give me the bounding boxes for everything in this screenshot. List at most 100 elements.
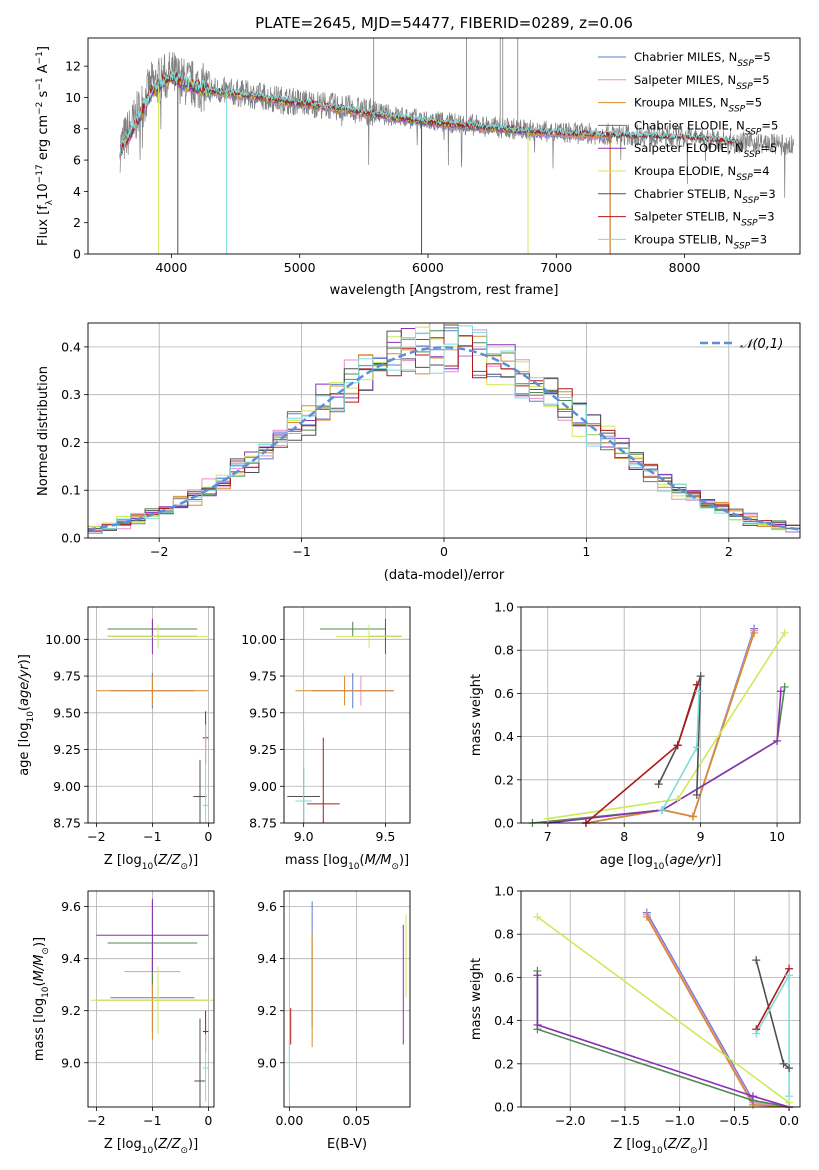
- weight-marker: [748, 1092, 757, 1101]
- x-tick-label: 8: [620, 829, 628, 844]
- weight-marker: [642, 912, 651, 921]
- weight-marker: [533, 971, 542, 980]
- x-tick-label: 0: [204, 1113, 212, 1128]
- weight-line: [755, 972, 790, 1097]
- y-tick-label: 9.2: [61, 1003, 81, 1018]
- legend-label: Kroupa ELODIE, NSSP=4: [634, 164, 770, 183]
- legend-label: Kroupa STELIB, NSSP=3: [634, 232, 767, 251]
- y-axis-label: mass weight: [469, 958, 484, 1040]
- x-tick-label: 0.00: [275, 1113, 303, 1128]
- plot-area: [96, 618, 209, 823]
- weight-marker: [695, 687, 704, 696]
- axes-frame: [283, 606, 411, 824]
- weight-marker: [654, 780, 663, 789]
- legend-label: Chabrier MILES, NSSP=5: [634, 50, 771, 69]
- weight-marker: [780, 682, 789, 691]
- y-tick-label: 8.75: [249, 816, 277, 831]
- legend-label: 𝒩(0,1): [740, 337, 783, 352]
- y-tick-label: 0.4: [61, 339, 81, 354]
- weight-line: [585, 630, 755, 823]
- weight-line: [536, 916, 790, 1104]
- weight-marker: [750, 628, 759, 637]
- x-tick-label: −1.5: [610, 1113, 640, 1128]
- y-tick-label: 4: [73, 184, 81, 199]
- panel-mass-vs-z: −2 −1 0 9.0 9.2 9.4 9.6 Z [log10(Z/Z⊙)] mass [lo…: [32, 890, 215, 1156]
- y-axis-label: mass [log10(M/M⊙)]: [32, 937, 51, 1061]
- y-tick-label: 9.75: [249, 669, 277, 684]
- x-tick-label: 6000: [412, 260, 444, 275]
- weight-marker: [752, 956, 761, 965]
- weight-marker: [533, 1020, 542, 1029]
- y-tick-label: 9.50: [249, 705, 277, 720]
- y-tick-label: 0.4: [494, 1013, 514, 1028]
- weight-line: [755, 968, 790, 1030]
- legend-label: Chabrier STELIB, NSSP=3: [634, 187, 776, 206]
- weight-line: [661, 691, 700, 811]
- x-axis-label: Z [log10(Z/Z⊙)]: [613, 1137, 707, 1156]
- weight-marker: [692, 743, 701, 752]
- legend-label: Chabrier ELODIE, NSSP=5: [634, 118, 778, 137]
- weight-marker: [692, 790, 701, 799]
- y-tick-label: 2: [73, 215, 81, 230]
- weight-line: [585, 684, 698, 823]
- y-tick-label: 9.00: [53, 779, 81, 794]
- x-tick-label: 7000: [540, 260, 572, 275]
- y-axis-label: Normed distribution: [36, 366, 51, 496]
- weight-marker: [696, 672, 705, 681]
- y-tick-label: 0.1: [61, 483, 81, 498]
- plot-area: [88, 323, 800, 534]
- weight-marker: [688, 812, 697, 821]
- weight-line: [536, 970, 790, 1107]
- y-tick-label: 9.00: [249, 779, 277, 794]
- x-tick-label: 4000: [155, 260, 187, 275]
- x-tick-label: 9.5: [376, 829, 396, 844]
- y-tick-label: 6: [73, 153, 81, 168]
- weight-marker: [779, 1059, 788, 1068]
- y-tick-label: 9.6: [61, 899, 81, 914]
- axes-frame: [520, 606, 801, 824]
- x-tick-label: −2: [87, 829, 105, 844]
- y-tick-label: 9.50: [53, 705, 81, 720]
- y-tick-label: 0.6: [494, 970, 514, 985]
- x-tick-label: 0.05: [342, 1113, 370, 1128]
- plot-area: [119, 38, 794, 254]
- y-tick-label: 0.8: [494, 927, 514, 942]
- y-tick-label: 10: [65, 90, 81, 105]
- x-tick-label: 0: [440, 544, 448, 559]
- x-tick-label: 1: [582, 544, 590, 559]
- weight-marker: [673, 741, 682, 750]
- x-tick-label: 0: [204, 829, 212, 844]
- axes-frame: [87, 606, 215, 824]
- legend-label: Salpeter ELODIE, NSSP=5: [634, 141, 777, 160]
- legend-label: Kroupa MILES, NSSP=5: [634, 96, 762, 115]
- y-tick-label: 0.0: [494, 1100, 514, 1115]
- panel-mass-vs-ebv: 0.00 0.05 9.0 9.2 9.4 9.6 E(B-V): [257, 890, 411, 1152]
- weight-marker: [773, 736, 782, 745]
- y-tick-label: 8.75: [53, 816, 81, 831]
- weight-line: [536, 975, 790, 1107]
- x-tick-label: 9.0: [294, 829, 314, 844]
- weight-marker: [785, 971, 794, 980]
- weight-marker: [658, 806, 667, 815]
- y-tick-label: 10.00: [241, 632, 277, 647]
- y-tick-label: 0.2: [494, 1056, 514, 1071]
- axes-frame: [87, 37, 801, 255]
- x-tick-label: 5000: [284, 260, 316, 275]
- y-axis-label: Flux [fλ10−17 erg cm−2 s−1 A−1]: [35, 46, 55, 246]
- plot-area: [287, 618, 402, 823]
- weight-marker: [543, 814, 552, 823]
- weight-marker: [785, 1064, 794, 1073]
- x-tick-label: −1: [143, 829, 161, 844]
- weight-marker: [533, 912, 542, 921]
- weight-line: [585, 628, 755, 823]
- x-tick-label: −2: [87, 1113, 105, 1128]
- x-axis-label: mass [log10(M/M⊙)]: [285, 853, 409, 872]
- y-tick-label: 10.00: [45, 632, 81, 647]
- x-tick-label: −2: [150, 544, 168, 559]
- panel-residual-histogram: −2 −1 0 1 2 0.0 0.1 0.2 0.3 0.4 𝒩(0,1) (data-model)…: [36, 322, 801, 583]
- y-tick-label: 8: [73, 121, 81, 136]
- axes-frame: [87, 890, 215, 1108]
- weight-marker: [673, 795, 682, 804]
- y-tick-label: 9.0: [257, 1055, 277, 1070]
